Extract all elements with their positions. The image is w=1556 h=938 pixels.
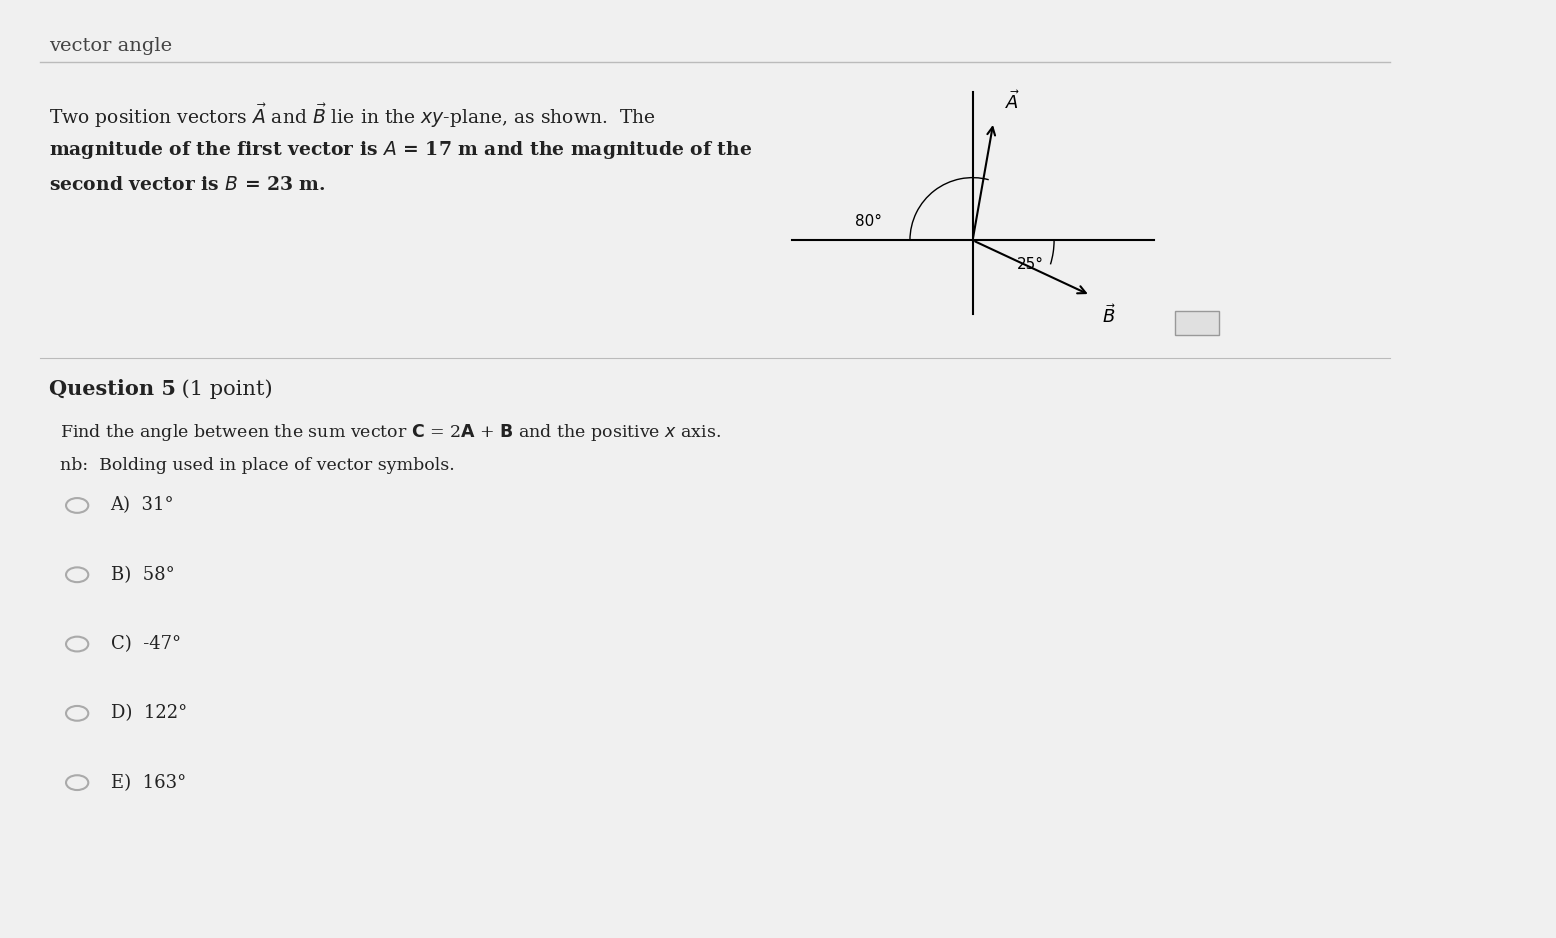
Text: E)  163°: E) 163°: [110, 774, 185, 792]
Text: 80°: 80°: [856, 214, 882, 229]
Text: nb:  Bolding used in place of vector symbols.: nb: Bolding used in place of vector symb…: [61, 458, 456, 475]
Text: $\vec{B}$: $\vec{B}$: [1102, 305, 1116, 327]
Text: vector angle: vector angle: [50, 37, 173, 55]
FancyBboxPatch shape: [1175, 310, 1218, 335]
Text: D)  122°: D) 122°: [110, 704, 187, 722]
Text: Question 5: Question 5: [50, 379, 176, 399]
Text: magnitude of the first vector is $\it{A}$ = 17 m and the magnitude of the: magnitude of the first vector is $\it{A}…: [50, 139, 753, 160]
Text: A)  31°: A) 31°: [110, 496, 174, 514]
Text: 25°: 25°: [1018, 257, 1044, 272]
Text: Find the angle between the sum vector $\mathbf{C}$ = 2$\mathbf{A}$ + $\mathbf{B}: Find the angle between the sum vector $\…: [61, 422, 722, 444]
Text: (1 point): (1 point): [174, 379, 272, 399]
Text: Two position vectors $\vec{A}$ and $\vec{B}$ lie in the $\it{xy}$-plane, as show: Two position vectors $\vec{A}$ and $\vec…: [50, 101, 657, 129]
Text: second vector is $\it{B}$ = 23 m.: second vector is $\it{B}$ = 23 m.: [50, 175, 327, 193]
Text: B)  58°: B) 58°: [110, 566, 174, 583]
Text: C)  -47°: C) -47°: [110, 635, 180, 653]
Text: $\vec{A}$: $\vec{A}$: [1005, 90, 1019, 113]
